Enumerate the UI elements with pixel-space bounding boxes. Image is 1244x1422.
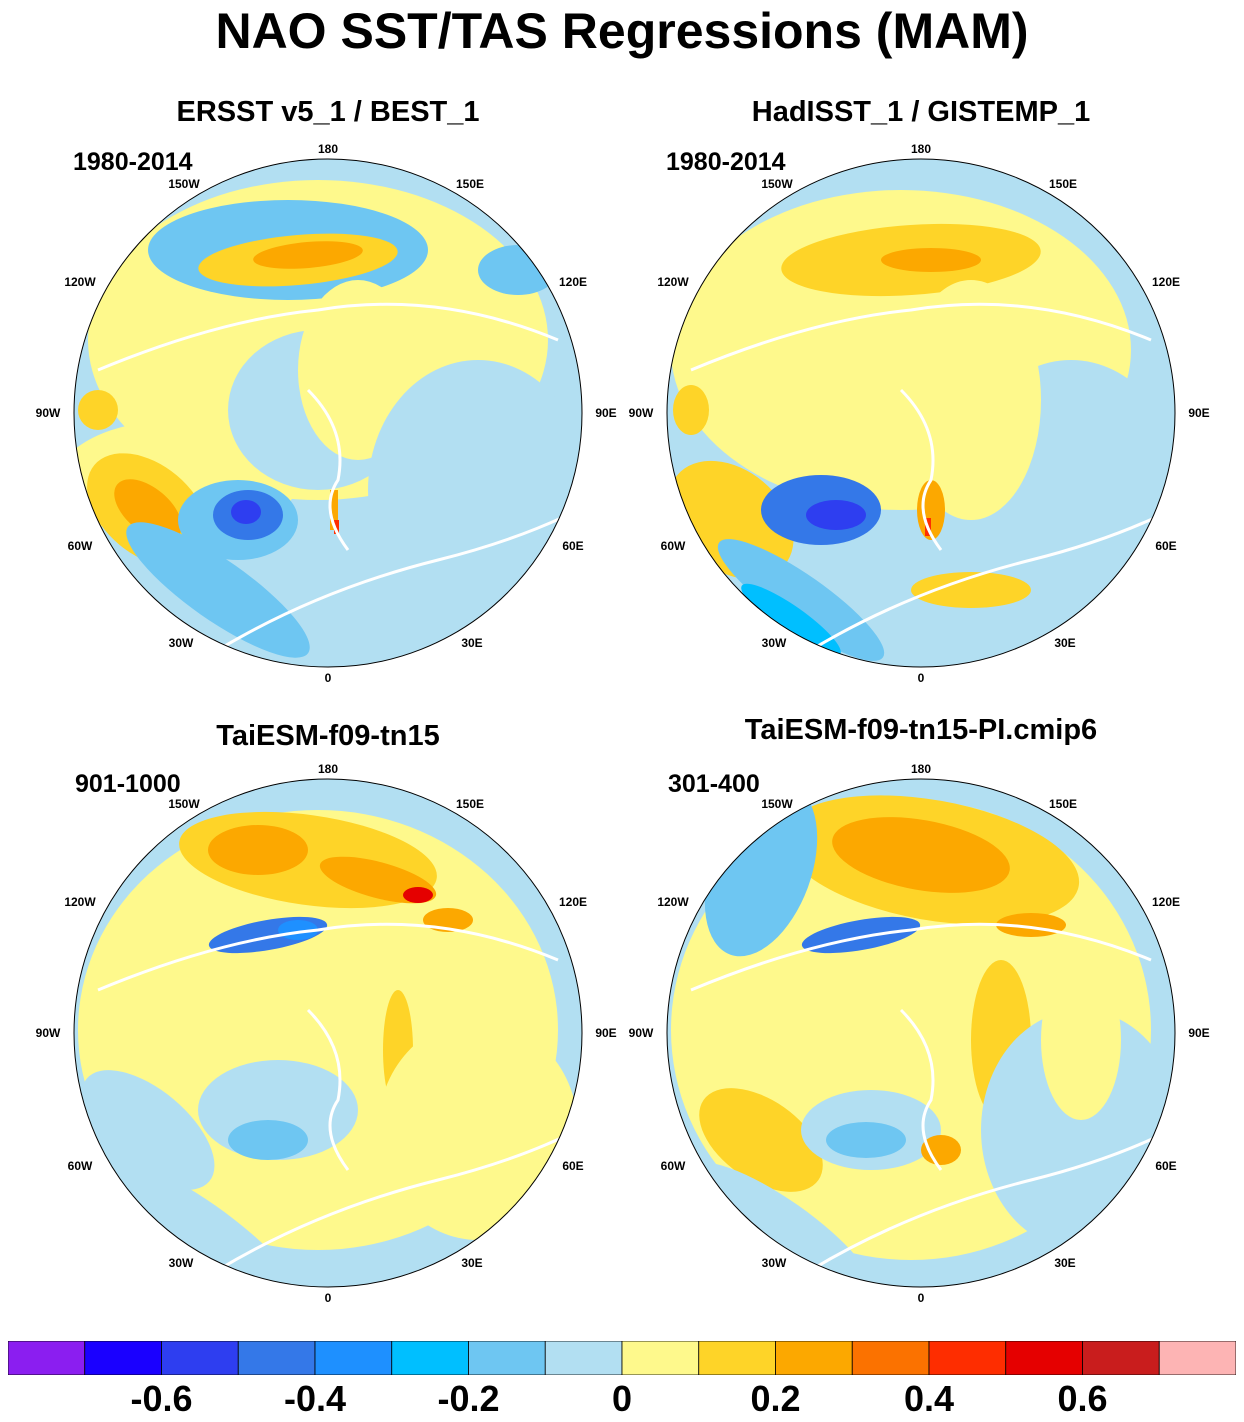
colorbar-swatch: [161, 1341, 239, 1375]
lon-label: 120W: [657, 895, 689, 909]
lon-label: 150W: [168, 177, 200, 191]
colorbar-swatch: [928, 1341, 1007, 1375]
lon-label: 150W: [761, 177, 793, 191]
lon-label: 30W: [762, 1256, 787, 1270]
colorbar-swatch: [775, 1341, 853, 1375]
colorbar-swatch: [237, 1341, 316, 1375]
lon-label: 30W: [762, 636, 787, 650]
lon-label: 60E: [562, 539, 583, 553]
lon-label: 60W: [68, 1159, 93, 1173]
colorbar-tick-label: -0.4: [283, 1378, 347, 1419]
colorbar-swatch: [544, 1341, 623, 1375]
lon-label: 180: [318, 762, 338, 776]
lon-label: 150E: [456, 177, 484, 191]
lon-label: 60E: [562, 1159, 583, 1173]
lon-label: 150E: [1049, 797, 1077, 811]
lon-label: 30E: [461, 636, 482, 650]
colorbar-tick-label: -0.6: [130, 1378, 193, 1419]
lon-label: 60W: [661, 1159, 686, 1173]
lon-label: 90E: [595, 1026, 616, 1040]
map-panel-taiesm: TaiESM-f09-tn15 901-1000 180 150E 120: [18, 710, 638, 1330]
lon-label: 30E: [1054, 1256, 1075, 1270]
lon-label: 0: [918, 671, 925, 685]
lon-label: 60W: [68, 539, 93, 553]
panel-period: 301-400: [668, 770, 760, 798]
lon-label: 90E: [1188, 1026, 1209, 1040]
lon-label: 120W: [657, 275, 689, 289]
colorbar-swatch: [851, 1341, 930, 1375]
lon-label: 30E: [461, 1256, 482, 1270]
lon-label: 90W: [629, 406, 654, 420]
colorbar: [8, 1341, 1236, 1375]
figure-title: NAO SST/TAS Regressions (MAM): [215, 3, 1029, 59]
colorbar-swatch: [8, 1341, 86, 1375]
colorbar-swatch: [1082, 1341, 1160, 1375]
colorbar-swatch: [698, 1341, 776, 1375]
colorbar-tick-label: 0.2: [750, 1378, 801, 1419]
map-panel-taiesm-pi: TaiESM-f09-tn15-PI.cmip6 301-400 180 150…: [611, 710, 1231, 1330]
lon-label: 150E: [1049, 177, 1077, 191]
lon-label: 30E: [1054, 636, 1075, 650]
map-panel-hadisst: HadISST_1 / GISTEMP_1 1980-2014 180 150E: [611, 90, 1231, 710]
lon-label: 120E: [1152, 275, 1180, 289]
panel-period: 1980-2014: [666, 148, 786, 176]
lon-label: 0: [918, 1291, 925, 1305]
lon-label: 60W: [661, 539, 686, 553]
lon-label: 150W: [761, 797, 793, 811]
colorbar-tick-label: 0.6: [1057, 1378, 1108, 1419]
lon-label: 0: [325, 1291, 332, 1305]
polar-map: 180 150E 120E 90E 60E 30E 0 30W 60W 90W …: [629, 142, 1210, 685]
polar-map: 180 150E 120E 90E 60E 30E 0 30W 60W 90W …: [36, 762, 617, 1305]
lon-label: 60E: [1155, 539, 1176, 553]
colorbar-tick-label: -0.2: [437, 1378, 500, 1419]
lon-label: 180: [318, 142, 338, 156]
lon-label: 120W: [64, 275, 96, 289]
polar-map: 180 150E 120E 90E 60E 30E 0 30W 60W 90W …: [36, 142, 617, 685]
lon-label: 90W: [629, 1026, 654, 1040]
map-panel-ersst: ERSST v5_1 / BEST_1 1980-2014: [18, 90, 638, 710]
lon-label: 180: [911, 142, 931, 156]
panel-title: HadISST_1 / GISTEMP_1: [751, 96, 1091, 128]
colorbar-swatch: [391, 1341, 469, 1375]
colorbar-swatch: [621, 1341, 700, 1375]
lon-label: 120W: [64, 895, 96, 909]
lon-label: 60E: [1155, 1159, 1176, 1173]
panel-period: 901-1000: [75, 770, 181, 798]
panel-period: 1980-2014: [73, 148, 193, 176]
lon-label: 180: [911, 762, 931, 776]
colorbar-tick-label: 0.4: [903, 1378, 955, 1419]
panel-title: ERSST v5_1 / BEST_1: [176, 96, 480, 128]
colorbar-tick-label: 0: [611, 1378, 633, 1419]
colorbar-swatch: [468, 1341, 546, 1375]
lon-label: 0: [325, 671, 332, 685]
colorbar-swatch: [1158, 1341, 1236, 1375]
lon-label: 90W: [36, 1026, 61, 1040]
colorbar-swatch: [314, 1341, 393, 1375]
lon-label: 120E: [559, 895, 587, 909]
lon-label: 150E: [456, 797, 484, 811]
lon-label: 120E: [1152, 895, 1180, 909]
colorbar-swatch: [84, 1341, 162, 1375]
panel-title: TaiESM-f09-tn15-PI.cmip6: [744, 714, 1098, 746]
lon-label: 90E: [1188, 406, 1209, 420]
lon-label: 90W: [36, 406, 61, 420]
lon-label: 150W: [168, 797, 200, 811]
panel-title: TaiESM-f09-tn15: [216, 720, 440, 752]
polar-map: 180 150E 120E 90E 60E 30E 0 30W 60W 90W …: [629, 762, 1210, 1305]
lon-label: 120E: [559, 275, 587, 289]
colorbar-swatch: [1005, 1341, 1083, 1375]
lon-label: 30W: [169, 636, 194, 650]
lon-label: 90E: [595, 406, 616, 420]
lon-label: 30W: [169, 1256, 194, 1270]
